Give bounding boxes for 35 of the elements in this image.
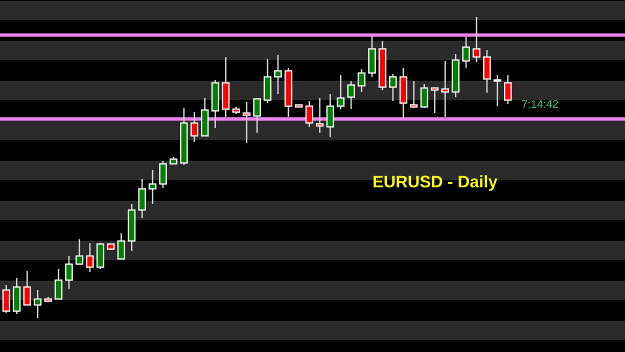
candlestick [138, 178, 146, 219]
candlestick [347, 80, 355, 110]
candlestick [159, 160, 167, 189]
candlestick [358, 68, 366, 93]
candlestick [305, 100, 314, 128]
candlestick [504, 74, 512, 105]
candlestick [389, 73, 397, 102]
candlestick [148, 169, 156, 205]
candlestick [190, 111, 198, 143]
candlestick [242, 101, 250, 144]
candlestick [326, 93, 334, 138]
candlestick [274, 54, 282, 95]
candlestick [483, 49, 491, 94]
candlestick [86, 242, 94, 273]
candlestick [96, 242, 104, 270]
candlestick [76, 238, 84, 265]
candlestick [23, 270, 32, 306]
text: EURUSD - Daily [374, 175, 498, 191]
candlestick [430, 86, 439, 114]
candlestick [253, 97, 261, 134]
candlestick [420, 83, 428, 109]
candlestick [2, 284, 10, 314]
candlestick [441, 60, 450, 118]
candlestick [316, 97, 324, 134]
candlestick [472, 16, 480, 63]
candlestick [336, 74, 345, 110]
candlestick [264, 58, 272, 104]
candlestick [494, 74, 502, 107]
candlestick [34, 289, 42, 319]
candlestick [54, 268, 62, 300]
candlestick [117, 232, 126, 260]
candlestick [65, 255, 73, 290]
candlestick [462, 36, 470, 69]
text: 7:14:42 [522, 100, 558, 108]
candlestick [410, 80, 418, 109]
